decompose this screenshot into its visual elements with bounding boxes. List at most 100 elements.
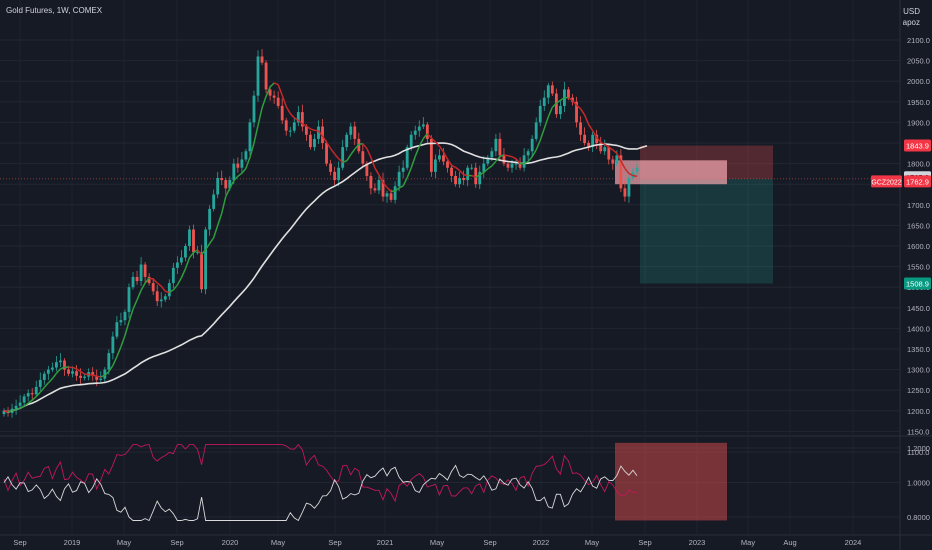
- ma-fast-segment: [571, 99, 578, 106]
- candle-body: [591, 134, 595, 148]
- ma-fast-segment: [188, 252, 195, 259]
- ma-fast-segment: [446, 158, 453, 166]
- ma-fast-segment: [60, 366, 65, 370]
- candle-body: [111, 336, 115, 354]
- candle-body: [244, 151, 248, 160]
- candle-body: [405, 147, 409, 168]
- target-price-label: 1508.9: [906, 280, 929, 289]
- x-tick-label: 2024: [845, 538, 862, 547]
- candle-body: [131, 276, 135, 288]
- ma-fast-segment: [209, 237, 215, 245]
- osc-tick-label: 0.8000: [907, 513, 930, 522]
- candle-body: [619, 155, 623, 189]
- candle-body: [595, 134, 599, 143]
- exchange: COMEX: [72, 6, 103, 15]
- ma-fast-segment: [120, 335, 126, 347]
- ma-fast-segment: [281, 95, 287, 107]
- ma-fast-segment: [547, 107, 554, 118]
- ma-fast-segment: [483, 168, 489, 174]
- y-tick-label: 1600.0: [907, 242, 930, 251]
- ma-fast-segment: [535, 139, 541, 151]
- candle-body: [349, 126, 353, 135]
- candle-body: [397, 171, 401, 187]
- candle-body: [313, 138, 316, 148]
- candle-body: [155, 291, 159, 302]
- ma-fast-segment: [632, 174, 638, 178]
- osc-white-line: [3, 464, 638, 522]
- ma-fast-segment: [410, 156, 416, 169]
- ma-fast-segment: [402, 177, 408, 187]
- candle-body: [296, 112, 300, 123]
- target-price-label-bg: [904, 277, 931, 290]
- ma-fast-segment: [172, 284, 178, 291]
- candle-body: [611, 159, 615, 164]
- candle-body: [103, 369, 107, 379]
- candle-body: [583, 134, 586, 143]
- candle-body: [34, 386, 38, 395]
- x-tick-label: May: [117, 538, 131, 547]
- ma-fast-segment: [76, 368, 82, 373]
- ticker-label-bg: [871, 175, 902, 188]
- y-tick-label: 1550.0: [907, 263, 930, 272]
- candle-body: [494, 138, 498, 152]
- ma-fast-segment: [321, 135, 328, 143]
- candle-body: [450, 167, 453, 176]
- ma-fast-segment: [438, 145, 445, 153]
- ma-fast-segment: [297, 119, 303, 125]
- ma-fast-segment: [451, 164, 456, 169]
- x-tick-label: 2019: [64, 538, 81, 547]
- candle-body: [91, 372, 95, 376]
- candle-body: [603, 147, 607, 152]
- ma-fast-segment: [184, 257, 191, 270]
- x-tick-label: Sep: [483, 538, 496, 547]
- candle-body: [506, 163, 510, 168]
- ma-fast-segment: [414, 146, 420, 157]
- candle-body: [599, 143, 603, 152]
- candle-body: [139, 264, 143, 282]
- candle-body: [458, 178, 462, 185]
- candle-body: [546, 85, 550, 98]
- candle-body: [171, 267, 175, 284]
- ma-fast-segment: [350, 148, 356, 156]
- x-tick-label: May: [271, 538, 285, 547]
- ma-fast-segment: [11, 408, 17, 412]
- time-axis[interactable]: Sep 2019 May Sep 2020 May Sep 2021 May Sep 2022 May…: [13, 538, 861, 547]
- candle-body: [413, 130, 417, 135]
- ma-fast-segment: [612, 149, 618, 154]
- y-tick-label: 2050.0: [907, 57, 930, 66]
- ma-fast-segment: [600, 141, 606, 146]
- ma-fast-segment: [204, 243, 211, 251]
- ma-fast-segment: [43, 382, 49, 388]
- ma-fast-segment: [285, 106, 291, 114]
- candle-body: [55, 362, 58, 368]
- ma-fast-segment: [289, 112, 295, 119]
- ma-fast-segment: [507, 154, 513, 158]
- ma-fast-segment: [463, 173, 468, 177]
- candle-body: [454, 175, 457, 185]
- candle-body: [288, 130, 292, 132]
- ma-fast-segment: [338, 158, 344, 163]
- candle-body: [228, 180, 232, 189]
- ma-fast-segment: [551, 102, 557, 108]
- ma-fast-segment: [587, 124, 594, 132]
- ma-fast-segment: [628, 172, 634, 177]
- candle-body: [188, 229, 191, 246]
- candle-body: [67, 369, 70, 374]
- ma-fast-segment: [269, 82, 275, 88]
- candle-body: [425, 124, 429, 139]
- candle-body: [623, 188, 627, 197]
- candle-body: [42, 373, 46, 380]
- ma-fast-segment: [378, 174, 384, 183]
- x-tick-label: May: [741, 538, 755, 547]
- candle-body: [417, 126, 421, 131]
- take-profit-zone: [640, 178, 773, 284]
- ma-fast-segment: [241, 167, 247, 174]
- interval[interactable]: 1W: [56, 6, 69, 15]
- ma-fast-segment: [253, 125, 259, 144]
- candle-body: [143, 264, 147, 277]
- candle-body: [558, 105, 562, 115]
- y-tick-label: 2100.0: [907, 36, 930, 45]
- candle-body: [401, 167, 405, 172]
- candle-body: [59, 360, 62, 363]
